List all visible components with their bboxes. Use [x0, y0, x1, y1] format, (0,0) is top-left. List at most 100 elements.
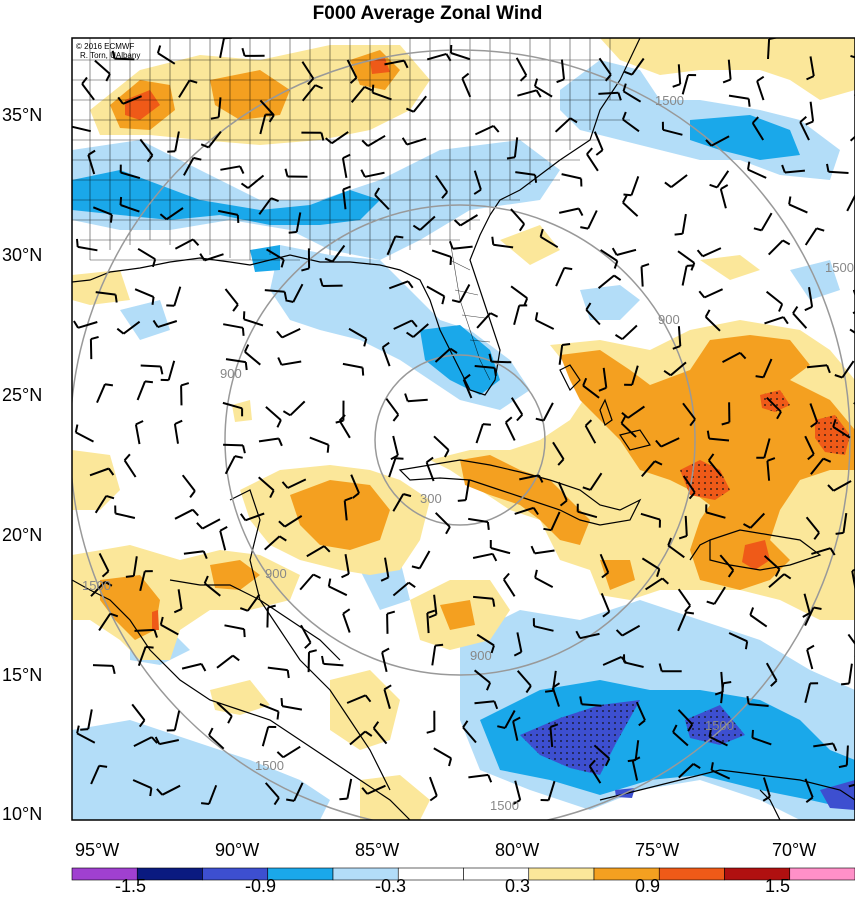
wind-barb-tick: [720, 184, 729, 190]
wind-barb-tick: [519, 74, 527, 82]
wind-barb: [132, 556, 138, 577]
wind-barb: [788, 203, 808, 214]
wind-barb-tick: [805, 120, 814, 126]
wind-barb-tick: [585, 302, 592, 311]
wind-barb-tick: [232, 654, 240, 662]
wind-barb: [813, 742, 834, 748]
wind-barb-tick: [503, 572, 510, 581]
wind-barb: [157, 320, 178, 329]
ring-label-300: 300: [420, 491, 442, 506]
wind-barb-tick: [767, 457, 776, 462]
wind-barb: [267, 666, 288, 672]
wind-barb: [90, 765, 101, 785]
wind-barb: [584, 425, 597, 444]
wind-barb-tick: [721, 421, 730, 426]
wind-barb: [137, 646, 147, 667]
wind-barb: [459, 214, 479, 227]
map-field: [72, 38, 855, 820]
wind-barb-tick: [580, 226, 589, 230]
wind-barb: [677, 612, 687, 632]
wind-barb: [183, 550, 204, 555]
wind-barb-tick: [595, 149, 604, 156]
wind-barb-tick: [428, 613, 437, 619]
negative-anomaly-mid: [72, 115, 855, 810]
lon-label-70: 70°W: [772, 840, 816, 860]
wind-barb: [684, 515, 688, 536]
colorbar-swatch: [397, 867, 464, 881]
wind-barb-tick: [395, 235, 404, 239]
wind-barb-tick: [104, 383, 114, 387]
wind-barb: [114, 57, 135, 61]
wind-barb: [748, 703, 769, 707]
wind-barb: [419, 215, 436, 231]
wind-barb-tick: [807, 453, 815, 461]
colorbar-swatch: [658, 867, 725, 881]
wind-barb-tick: [834, 374, 843, 379]
wind-barb: [765, 662, 778, 682]
wind-barb: [282, 745, 301, 759]
wind-barb-tick: [153, 629, 158, 638]
range-rings: [72, 49, 851, 820]
wind-barb: [784, 169, 805, 174]
wind-barb-tick: [321, 655, 325, 665]
wind-barb-tick: [180, 382, 190, 387]
wind-barb: [208, 734, 225, 750]
wind-barb: [809, 101, 815, 122]
county-boundaries: [72, 38, 630, 381]
wind-barb: [174, 508, 194, 520]
wind-barb-tick: [144, 380, 154, 384]
wind-barb-tick: [273, 797, 280, 806]
wind-barb: [433, 435, 450, 451]
wind-barb: [552, 441, 565, 460]
wind-barb: [709, 437, 730, 442]
wind-barb: [764, 316, 784, 325]
wind-barb: [346, 694, 366, 704]
wind-barb: [473, 595, 494, 600]
wind-barb-tick: [107, 467, 115, 476]
wind-barb-tick: [392, 414, 400, 422]
wind-barb-tick: [342, 153, 351, 160]
wind-barb: [804, 683, 812, 704]
wind-barb-tick: [360, 169, 366, 178]
range-ring-labels: 300 900 900 900 900 1500 1500 1500 1500 …: [82, 93, 854, 813]
wind-barb: [174, 238, 194, 250]
wind-barb-tick: [276, 330, 283, 339]
wind-barb-tick: [269, 489, 275, 499]
wind-barb-tick: [663, 369, 672, 377]
wind-barb: [96, 383, 106, 403]
wind-barb: [534, 549, 555, 555]
wind-barb-tick: [244, 361, 248, 371]
wind-barb-tick: [361, 139, 369, 147]
wind-barb-tick: [638, 719, 646, 727]
wind-barb-tick: [154, 736, 161, 745]
wind-barb: [491, 360, 512, 364]
wind-barb: [593, 744, 611, 760]
wind-barb: [809, 56, 815, 77]
wind-barb-tick: [199, 253, 206, 261]
wind-barb: [765, 290, 783, 305]
wind-barb-tick: [73, 320, 79, 329]
wind-barb: [713, 586, 726, 605]
wind-barb: [722, 351, 741, 363]
wind-barb: [259, 99, 275, 116]
wind-barb: [393, 319, 413, 330]
wind-barb-tick: [832, 418, 837, 428]
wind-barb-tick: [543, 527, 552, 532]
wind-barb-tick: [280, 259, 285, 268]
wind-barb-tick: [492, 598, 496, 607]
wind-barb-tick: [569, 117, 578, 124]
wind-barb: [677, 64, 682, 85]
wind-barb: [472, 552, 493, 559]
wind-barb: [550, 511, 561, 531]
wind-barb: [515, 57, 528, 76]
wind-barb: [381, 346, 391, 367]
wind-barb-tick: [239, 513, 247, 521]
wind-barb-tick: [156, 45, 162, 54]
wind-barb-tick: [832, 743, 838, 752]
wind-barb: [811, 547, 831, 555]
wind-barb-tick: [117, 96, 124, 105]
wind-barb-tick: [411, 319, 418, 328]
lon-label-85: 85°W: [355, 840, 399, 860]
wind-barb: [832, 426, 851, 439]
wind-barb-tick: [739, 352, 747, 360]
